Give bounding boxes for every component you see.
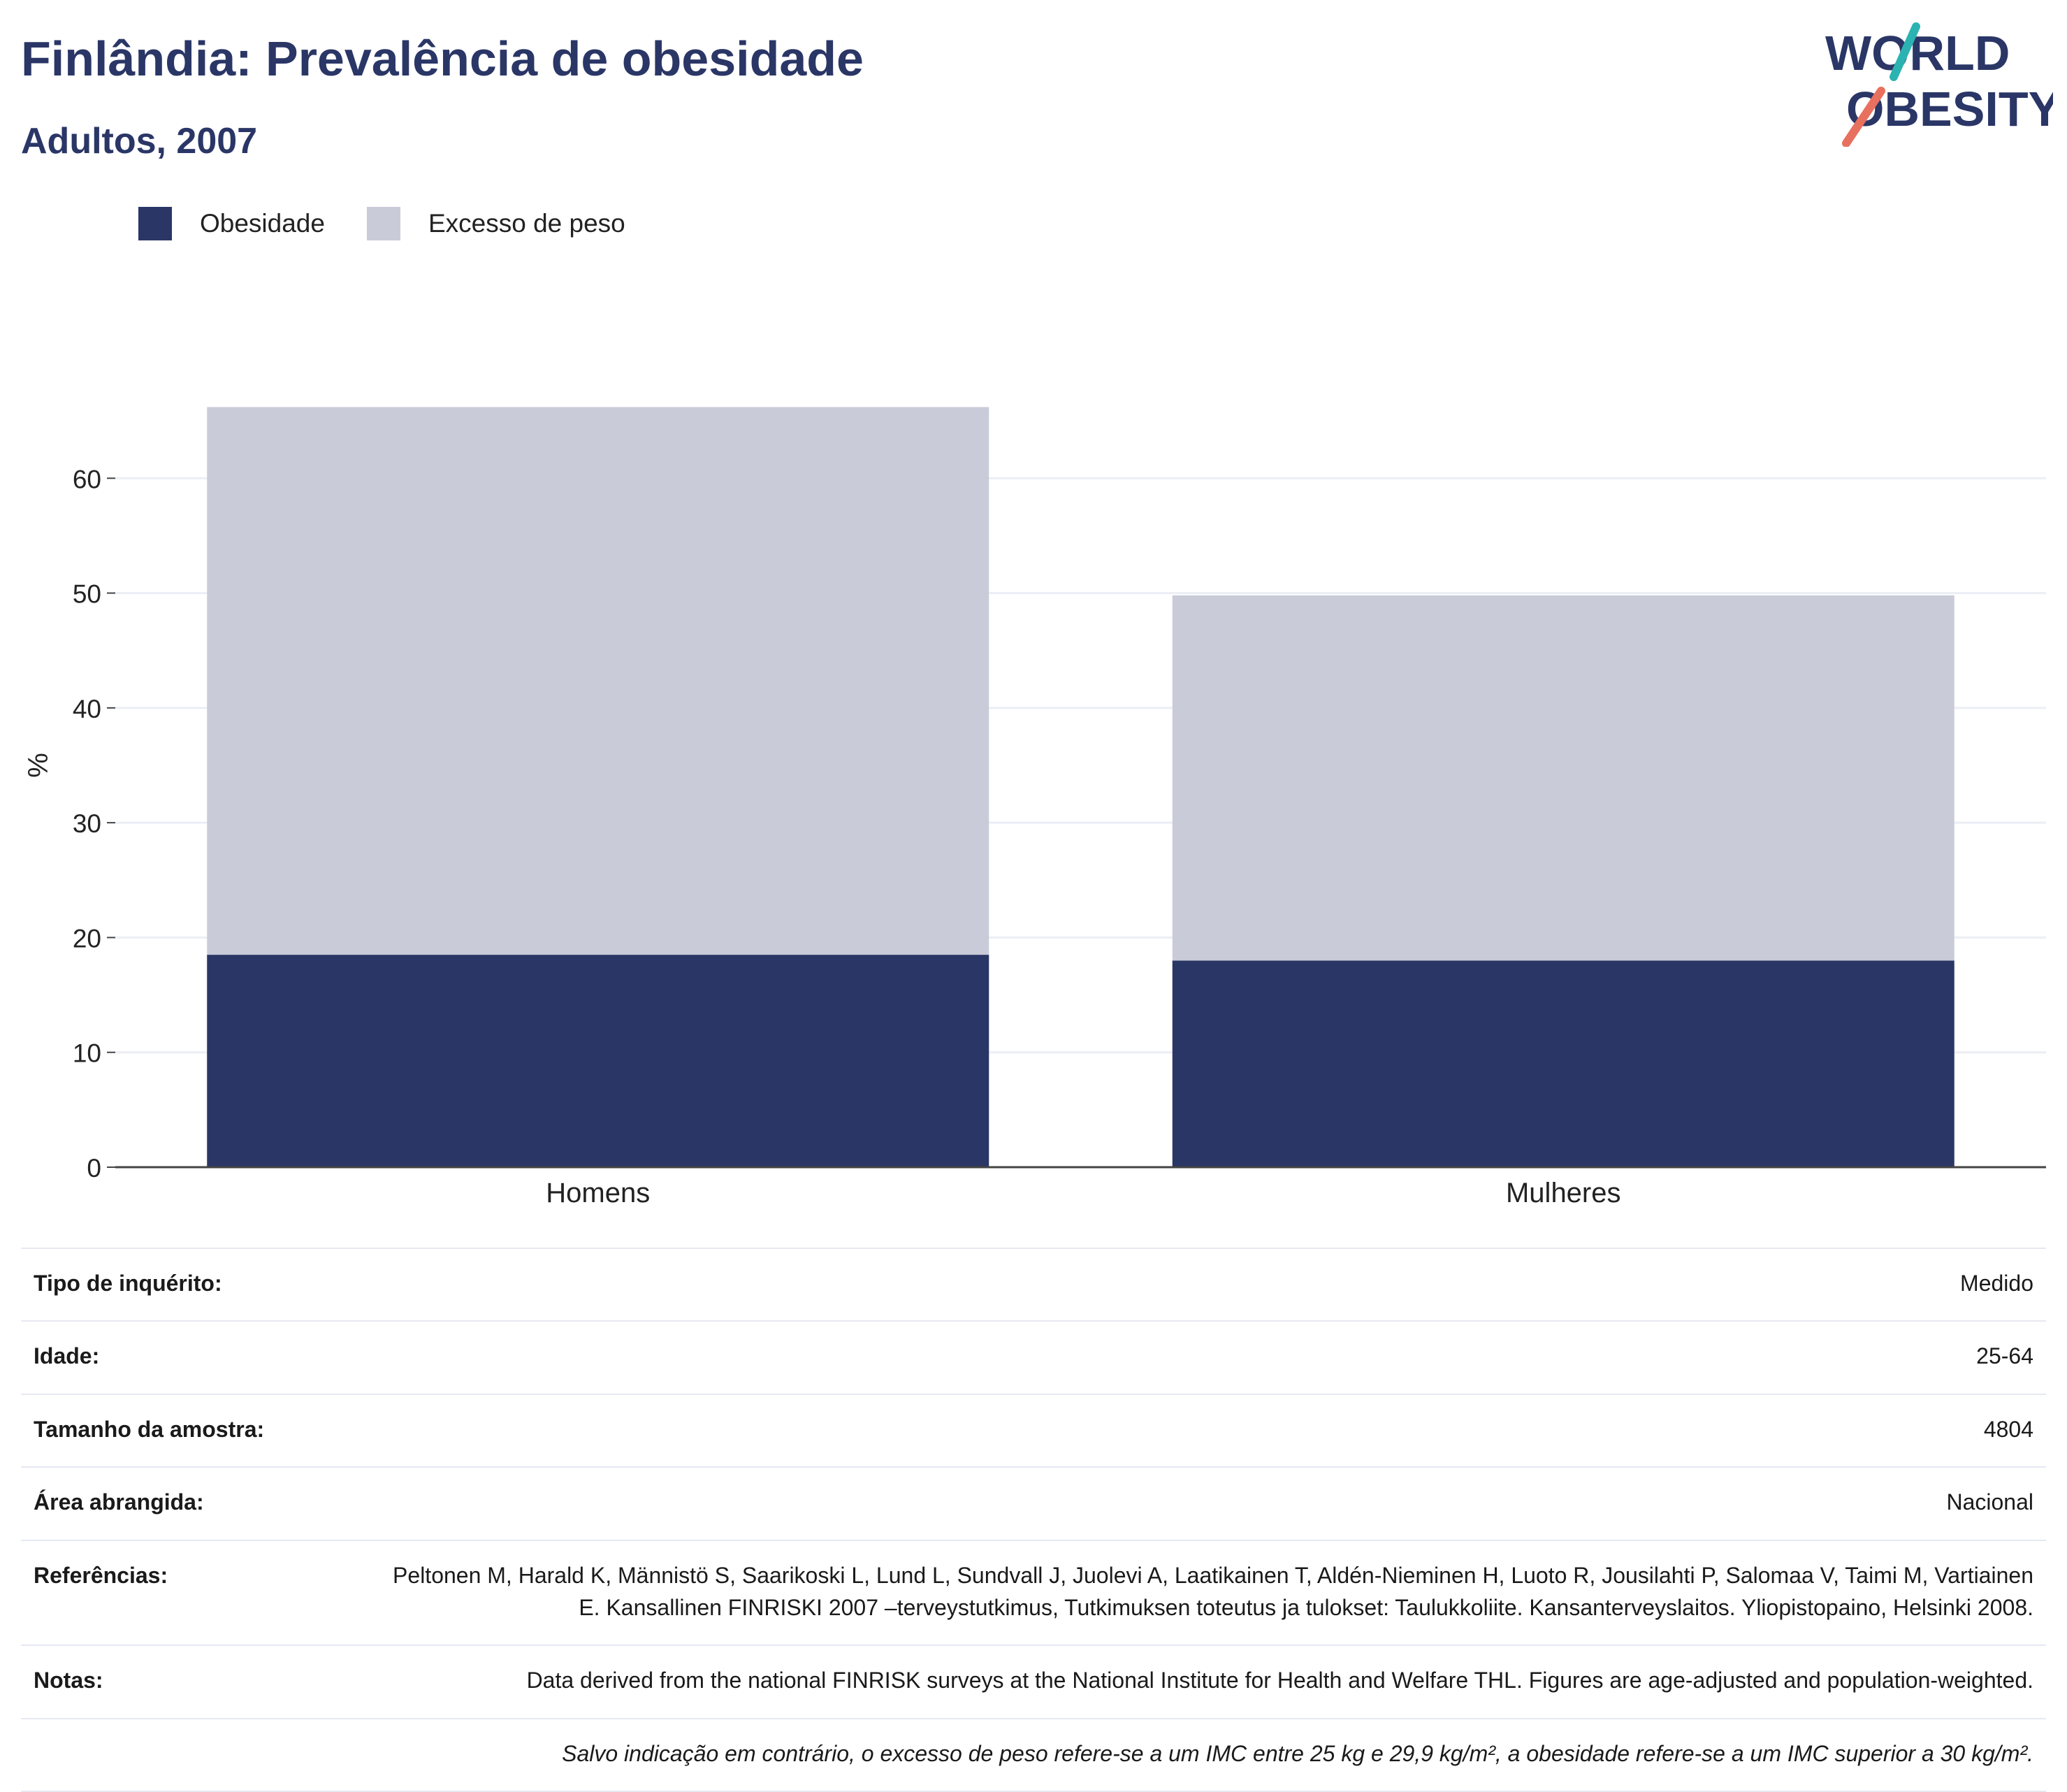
legend-label-overweight: Excesso de peso <box>428 209 625 238</box>
info-key: Referências: <box>21 1539 368 1646</box>
legend-item-overweight[interactable]: Excesso de peso <box>366 207 625 240</box>
info-value: Medido <box>368 1247 2046 1322</box>
legend-item-obesity[interactable]: Obesidade <box>138 207 325 240</box>
info-row: Tipo de inquérito: Medido <box>21 1247 2046 1322</box>
info-key: Tipo de inquérito: <box>21 1247 368 1322</box>
bar-chart: 0 10 20 30 40 50 60% Homens Mulheres <box>23 407 2046 1208</box>
y-tick-label: 20 <box>73 924 101 953</box>
legend-swatch-obesity <box>138 207 172 240</box>
logo-slash-teal <box>1890 22 1920 81</box>
chart-subtitle: Adultos, 2007 <box>21 121 258 161</box>
world-obesity-logo: WORLD OBESITY <box>1825 22 2053 147</box>
y-tick-label: 0 <box>87 1154 101 1183</box>
info-value: Data derived from the national FINRISK s… <box>368 1645 2046 1719</box>
bar-obesity-1 <box>1172 960 1954 1167</box>
info-row: Referências: Peltonen M, Harald K, Männis… <box>21 1539 2046 1646</box>
info-row: Tamanho da amostra: 4804 <box>21 1393 2046 1468</box>
y-tick-label: 50 <box>73 580 101 609</box>
y-tick-label: 30 <box>73 809 101 838</box>
chart-legend: Obesidade Excesso de peso <box>138 207 667 240</box>
info-footnote-row: Salvo indicação em contrário, o excesso … <box>21 1717 2046 1792</box>
bar-overweight-1 <box>1172 595 1954 961</box>
info-row: Notas: Data derived from the national FIN… <box>21 1645 2046 1719</box>
logo-slash-coral <box>1842 87 1885 147</box>
y-tick-label: 60 <box>73 465 101 493</box>
info-key: Tamanho da amostra: <box>21 1393 368 1468</box>
info-key: Notas: <box>21 1645 368 1719</box>
info-value: 25-64 <box>368 1320 2046 1394</box>
y-tick-label: 40 <box>73 695 101 723</box>
info-key: Idade: <box>21 1320 368 1394</box>
logo-text-world: WORLD <box>1825 26 2010 80</box>
survey-info-table: Tipo de inquérito: Medido Idade: 25-64 Taman… <box>21 1247 2046 1792</box>
info-key: Área abrangida: <box>21 1466 368 1540</box>
x-tick-label: Homens <box>546 1178 650 1208</box>
info-value: Peltonen M, Harald K, Männistö S, Saarik… <box>368 1539 2046 1646</box>
legend-swatch-overweight <box>366 207 400 240</box>
bar-obesity-0 <box>207 955 989 1167</box>
chart-title: Finlândia: Prevalência de obesidade <box>21 31 864 86</box>
x-tick-label: Mulheres <box>1506 1178 1621 1208</box>
bar-overweight-0 <box>207 407 989 955</box>
info-value: 4804 <box>368 1393 2046 1468</box>
info-footnote: Salvo indicação em contrário, o excesso … <box>21 1717 2046 1792</box>
y-axis-label: % <box>23 753 54 778</box>
legend-label-obesity: Obesidade <box>200 209 325 238</box>
info-row: Área abrangida: Nacional <box>21 1466 2046 1540</box>
y-tick-label: 10 <box>73 1039 101 1068</box>
info-row: Idade: 25-64 <box>21 1320 2046 1394</box>
info-value: Nacional <box>368 1466 2046 1540</box>
